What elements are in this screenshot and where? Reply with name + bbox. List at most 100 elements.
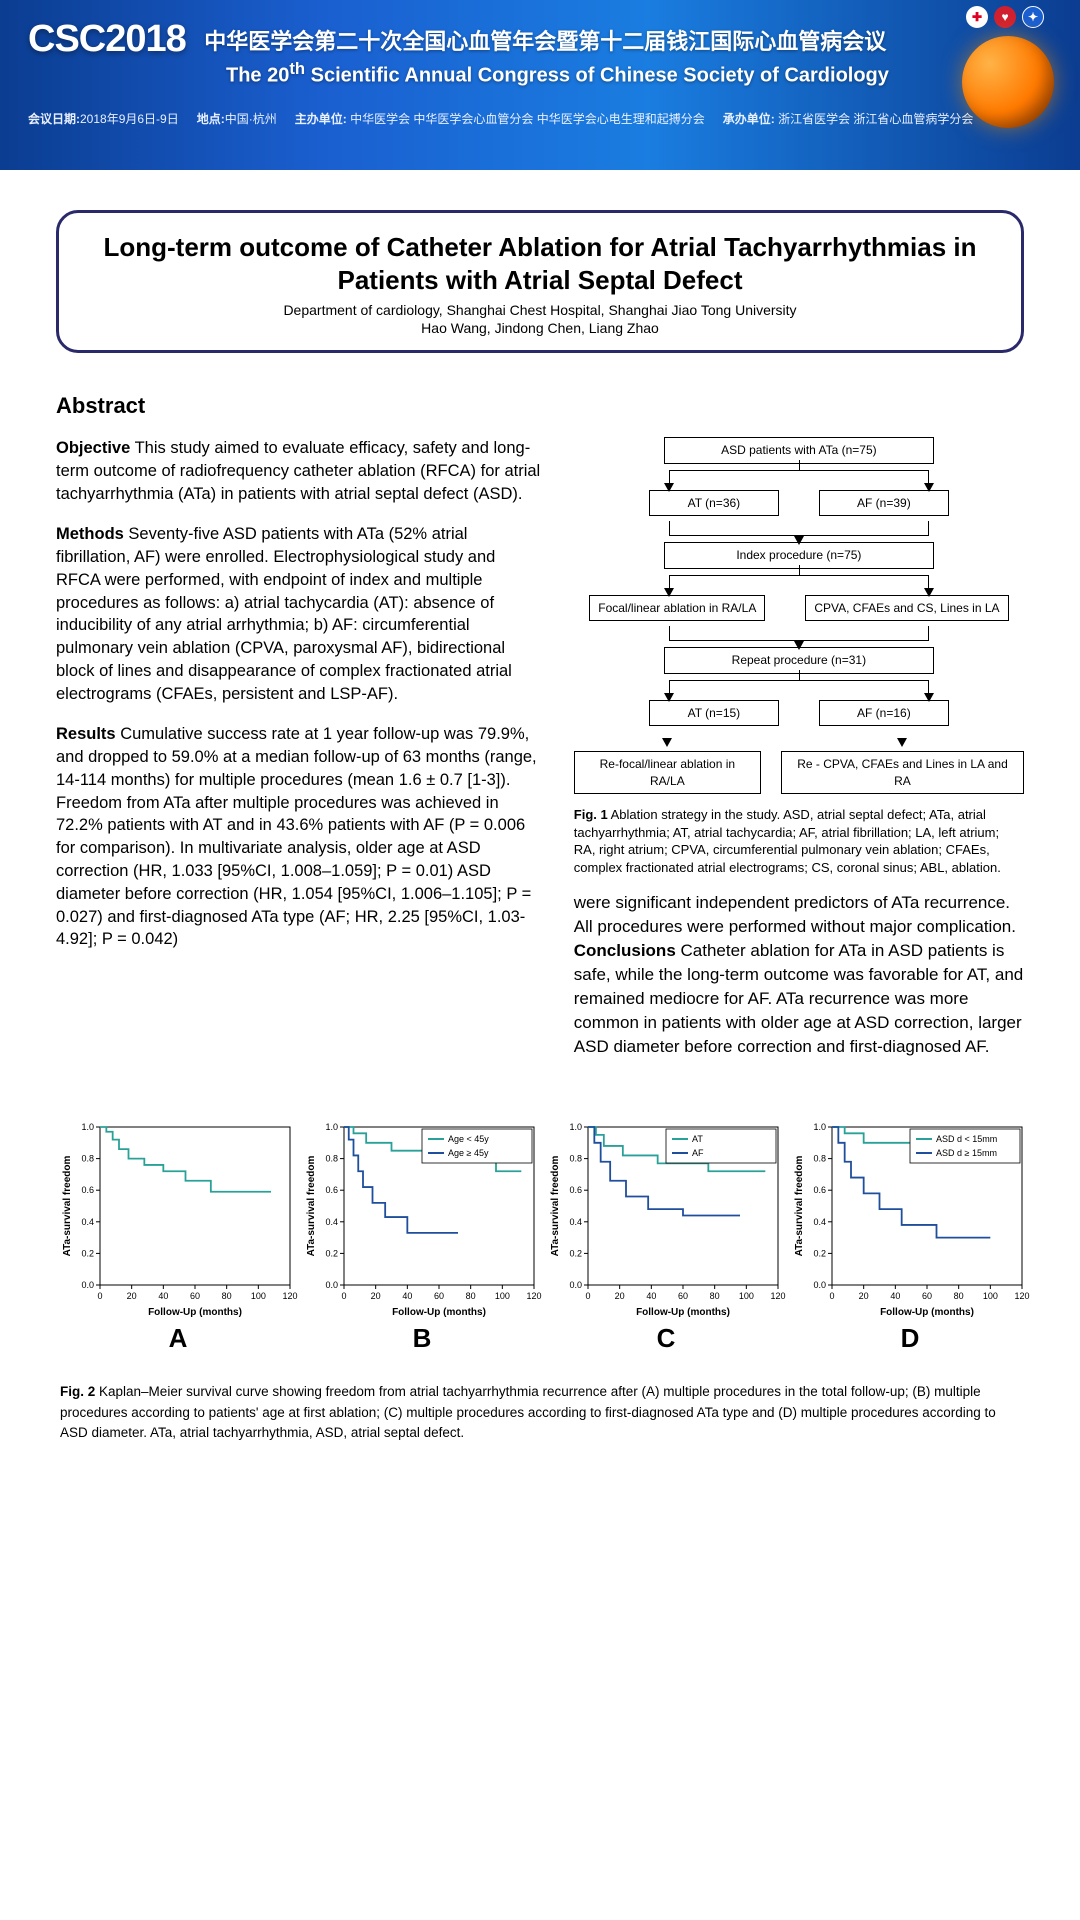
svg-text:0.0: 0.0: [325, 1280, 338, 1290]
svg-text:0.2: 0.2: [81, 1249, 94, 1259]
flow-cpva: CPVA, CFAEs and CS, Lines in LA: [805, 595, 1008, 622]
svg-text:120: 120: [282, 1291, 297, 1301]
svg-text:1.0: 1.0: [813, 1122, 826, 1132]
svg-text:80: 80: [466, 1291, 476, 1301]
title-card: Long-term outcome of Catheter Ablation f…: [56, 210, 1024, 353]
svg-text:Follow-Up (months): Follow-Up (months): [392, 1307, 486, 1318]
km-panel-label: B: [302, 1323, 542, 1354]
svg-text:0.4: 0.4: [813, 1217, 826, 1227]
flow-split3: [669, 680, 929, 694]
svg-text:20: 20: [371, 1291, 381, 1301]
svg-text:0.0: 0.0: [81, 1280, 94, 1290]
svg-text:0.8: 0.8: [81, 1154, 94, 1164]
km-panel-label: C: [546, 1323, 786, 1354]
arrow-icon: [897, 738, 907, 747]
results-cont-text: were significant independent predictors …: [574, 893, 1016, 936]
svg-text:20: 20: [859, 1291, 869, 1301]
flow-focal: Focal/linear ablation in RA/LA: [589, 595, 765, 622]
fig1-text: Ablation strategy in the study. ASD, atr…: [574, 807, 1001, 875]
svg-text:0.6: 0.6: [569, 1186, 582, 1196]
svg-text:ASD d ≥ 15mm: ASD d ≥ 15mm: [936, 1148, 997, 1158]
svg-text:1.0: 1.0: [569, 1122, 582, 1132]
paper-authors: Hao Wang, Jindong Chen, Liang Zhao: [93, 320, 987, 336]
svg-text:60: 60: [434, 1291, 444, 1301]
conclusions-label: Conclusions: [574, 941, 676, 960]
svg-text:1.0: 1.0: [325, 1122, 338, 1132]
svg-text:Age < 45y: Age < 45y: [448, 1134, 489, 1144]
svg-text:0.2: 0.2: [325, 1249, 338, 1259]
left-column: Objective This study aimed to evaluate e…: [56, 437, 544, 1059]
svg-text:120: 120: [1014, 1291, 1029, 1301]
svg-text:100: 100: [251, 1291, 266, 1301]
svg-text:60: 60: [190, 1291, 200, 1301]
banner-title-en: The 20th Scientific Annual Congress of C…: [226, 59, 1052, 88]
svg-text:0: 0: [97, 1291, 102, 1301]
svg-text:ATa-survival freedom: ATa-survival freedom: [550, 1156, 561, 1257]
svg-text:0.4: 0.4: [569, 1217, 582, 1227]
svg-text:0: 0: [829, 1291, 834, 1301]
svg-text:120: 120: [526, 1291, 541, 1301]
methods-text: Seventy-five ASD patients with ATa (52% …: [56, 525, 512, 702]
two-column-layout: Objective This study aimed to evaluate e…: [56, 437, 1024, 1059]
svg-text:0.2: 0.2: [813, 1249, 826, 1259]
banner-meta: 会议日期:2018年9月6日-9日 地点:中国·杭州 主办单位: 中华医学会 中…: [28, 110, 1052, 127]
svg-text:Age ≥ 45y: Age ≥ 45y: [448, 1148, 489, 1158]
svg-text:AF: AF: [692, 1148, 704, 1158]
badge-icon: ✚: [966, 6, 988, 28]
svg-text:80: 80: [710, 1291, 720, 1301]
flowchart: ASD patients with ATa (n=75) AT (n=36) A…: [574, 437, 1024, 794]
flow-af2: AF (n=16): [819, 700, 949, 727]
svg-text:0.8: 0.8: [569, 1154, 582, 1164]
title-en-sup: th: [289, 59, 305, 78]
km-chart-d: 0.00.20.40.60.81.0020406080100120ATa-sur…: [790, 1119, 1030, 1354]
results-continuation: were significant independent predictors …: [574, 891, 1024, 1060]
svg-text:80: 80: [954, 1291, 964, 1301]
svg-text:100: 100: [983, 1291, 998, 1301]
svg-text:0: 0: [585, 1291, 590, 1301]
svg-text:100: 100: [495, 1291, 510, 1301]
svg-text:0.0: 0.0: [813, 1280, 826, 1290]
svg-text:60: 60: [678, 1291, 688, 1301]
flow-at: AT (n=36): [649, 490, 779, 517]
flow-refocal: Re-focal/linear ablation in RA/LA: [574, 751, 761, 794]
cspe-icon: ✦: [1022, 6, 1044, 28]
svg-text:ATa-survival freedom: ATa-survival freedom: [62, 1156, 73, 1257]
svg-text:0.6: 0.6: [81, 1186, 94, 1196]
svg-text:80: 80: [222, 1291, 232, 1301]
svg-text:20: 20: [127, 1291, 137, 1301]
fig1-caption: Fig. 1 Ablation strategy in the study. A…: [574, 806, 1024, 876]
results-label: Results: [56, 725, 116, 743]
flow-merge: [669, 522, 929, 536]
km-panel-label: D: [790, 1323, 1030, 1354]
svg-text:0.8: 0.8: [813, 1154, 826, 1164]
flow-split2: [669, 575, 929, 589]
svg-text:Follow-Up (months): Follow-Up (months): [880, 1307, 974, 1318]
heart-icon: ♥: [994, 6, 1016, 28]
svg-text:ATa-survival freedom: ATa-survival freedom: [794, 1156, 805, 1257]
svg-text:0.4: 0.4: [325, 1217, 338, 1227]
km-chart-b: 0.00.20.40.60.81.0020406080100120ATa-sur…: [302, 1119, 542, 1354]
conference-banner: ✚ ♥ ✦ CSC2018 中华医学会第二十次全国心血管年会暨第十二届钱江国际心…: [0, 0, 1080, 170]
svg-text:AT: AT: [692, 1134, 703, 1144]
km-chart-c: 0.00.20.40.60.81.0020406080100120ATa-sur…: [546, 1119, 786, 1354]
svg-text:Follow-Up (months): Follow-Up (months): [148, 1307, 242, 1318]
methods-paragraph: Methods Seventy-five ASD patients with A…: [56, 523, 544, 705]
flow-merge2: [669, 627, 929, 641]
results-text: Cumulative success rate at 1 year follow…: [56, 725, 537, 948]
title-en-post: Scientific Annual Congress of Chinese So…: [305, 65, 889, 87]
banner-title-cn: 中华医学会第二十次全国心血管年会暨第十二届钱江国际心血管病会议: [204, 24, 886, 56]
meta-date: 会议日期:2018年9月6日-9日: [28, 110, 179, 127]
svg-text:40: 40: [158, 1291, 168, 1301]
meta-org: 承办单位: 浙江省医学会 浙江省心血管病学分会: [723, 110, 974, 127]
svg-text:0.4: 0.4: [81, 1217, 94, 1227]
methods-label: Methods: [56, 525, 124, 543]
poster-content: Long-term outcome of Catheter Ablation f…: [0, 170, 1080, 1503]
banner-badges: ✚ ♥ ✦: [966, 6, 1044, 28]
svg-text:Follow-Up (months): Follow-Up (months): [636, 1307, 730, 1318]
results-paragraph: Results Cumulative success rate at 1 yea…: [56, 723, 544, 951]
objective-label: Objective: [56, 439, 130, 457]
flow-at2: AT (n=15): [649, 700, 779, 727]
objective-paragraph: Objective This study aimed to evaluate e…: [56, 437, 544, 505]
svg-text:0.6: 0.6: [325, 1186, 338, 1196]
km-panel-label: A: [58, 1323, 298, 1354]
